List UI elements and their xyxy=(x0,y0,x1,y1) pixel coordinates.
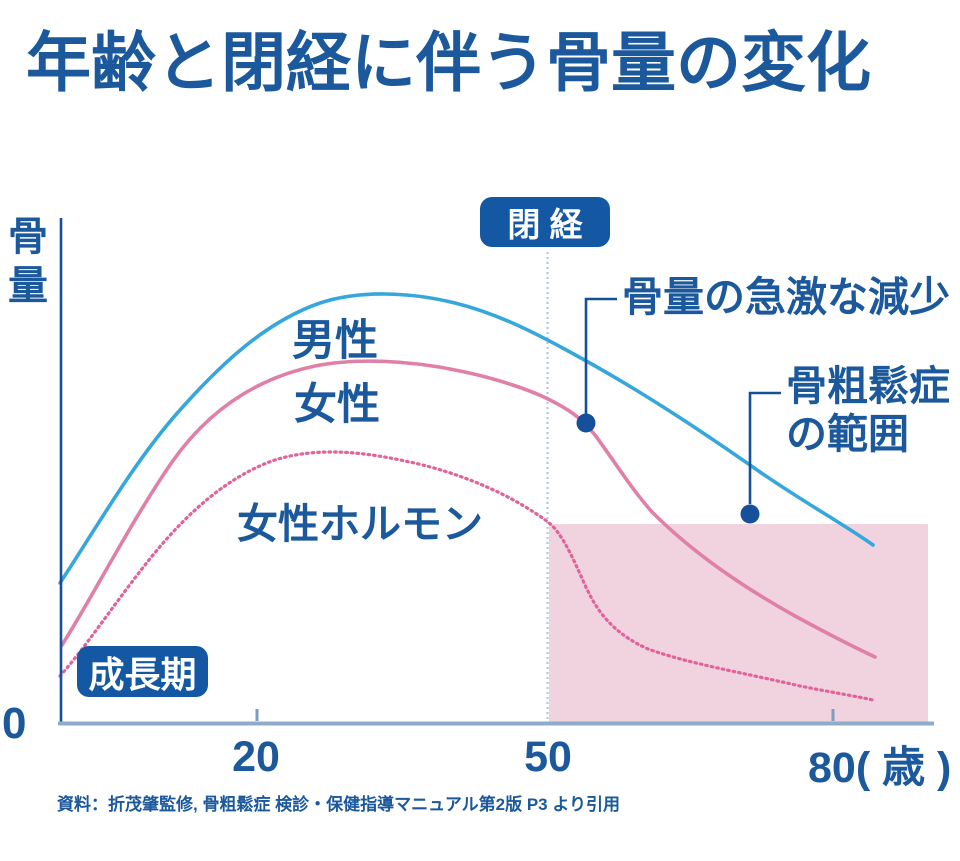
growth-period-badge-label: 成長期 xyxy=(88,653,197,695)
origin-label: 0 xyxy=(2,699,27,748)
x-tick-label-50: 50 xyxy=(524,733,572,781)
osteoporosis-region xyxy=(549,524,928,723)
hormone-curve xyxy=(58,450,875,702)
menopause-badge: 閉 経 xyxy=(480,197,610,247)
male-curve xyxy=(58,292,875,585)
y-axis-label: 骨量 xyxy=(8,215,48,308)
female-curve xyxy=(60,359,877,659)
source-citation: 資料：折茂肇監修, 骨粗鬆症 検診・保健指導マニュアル第2版 P3 より引用 xyxy=(57,795,621,814)
male-curve-label: 男性 xyxy=(292,317,378,365)
osteoporosis-annotation-line2: の範囲 xyxy=(786,411,909,457)
x-tick-label-20: 20 xyxy=(232,733,280,781)
rapid-loss-dot xyxy=(576,413,596,433)
hormone-curve-label: 女性ホルモン xyxy=(237,501,483,547)
growth-period-badge: 成長期 xyxy=(77,646,208,697)
rapid-loss-annotation: 骨量の急激な減少 xyxy=(622,274,950,320)
page-title: 年齢と閉経に伴う骨量の変化 xyxy=(26,26,872,99)
osteoporosis-dot xyxy=(740,504,760,524)
rapid-loss-connector xyxy=(584,297,617,414)
menopause-badge-label: 閉 経 xyxy=(507,206,583,243)
female-curve-label: 女性 xyxy=(294,381,380,429)
osteoporosis-connector xyxy=(748,391,781,504)
x-tick-label-80: 80( 歳 ) xyxy=(808,744,952,792)
osteoporosis-annotation-line1: 骨粗鬆症 xyxy=(786,363,950,409)
